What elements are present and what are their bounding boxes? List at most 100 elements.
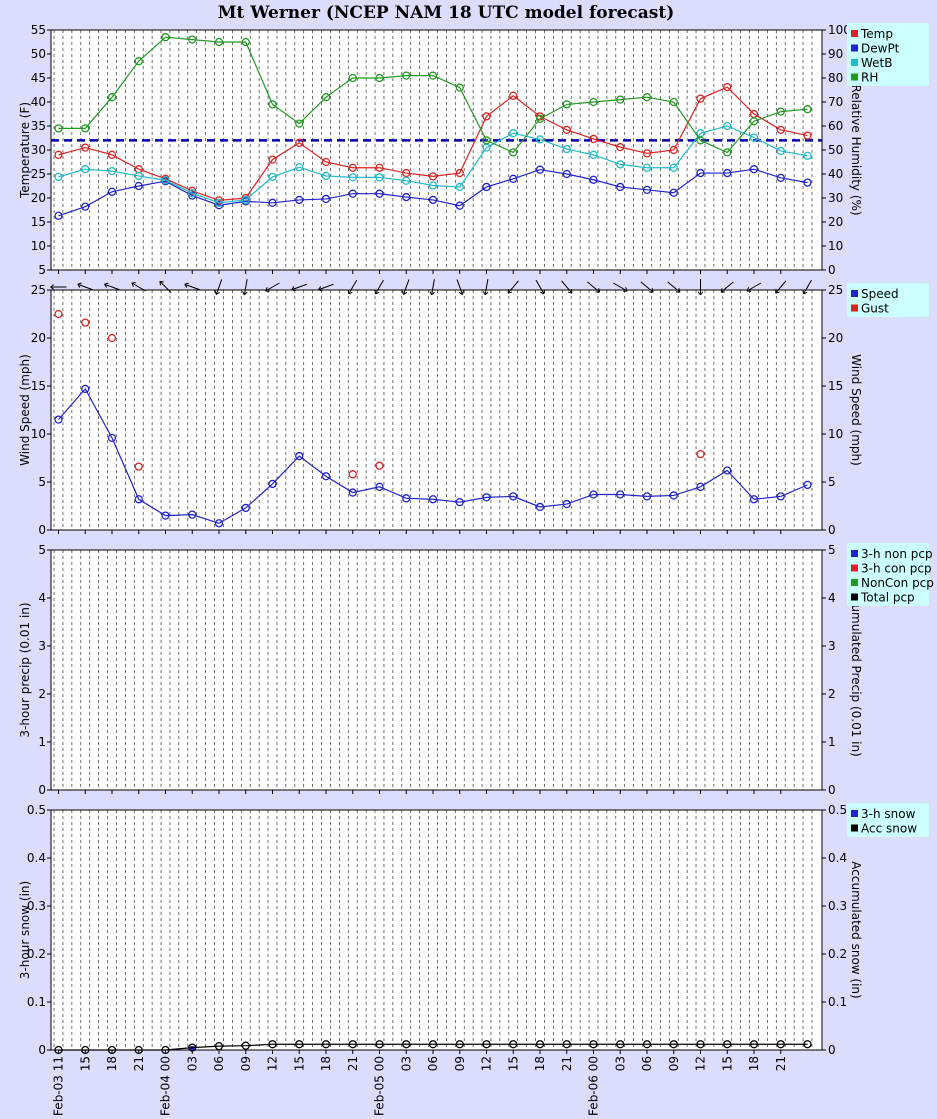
y-tick-label: 1 (38, 735, 46, 749)
legend-label: Temp (860, 27, 893, 41)
x-tick-label: 21 (560, 1056, 574, 1071)
wind-arrow-head (160, 281, 161, 285)
y-tick-label: 10 (31, 427, 46, 441)
y-tick-label-right: 0 (828, 1043, 836, 1057)
legend-label: 3-h non pcp (861, 547, 933, 561)
x-tick-label: 06 (640, 1056, 654, 1071)
y-tick-label-right: 0.5 (828, 803, 847, 817)
y-axis-label-right: Accumulated Precip (0.01 in) (849, 583, 863, 757)
wind-arrow (51, 285, 67, 290)
y-tick-label: 35 (31, 119, 46, 133)
y-tick-label-right: 3 (828, 639, 836, 653)
y-tick-label: 45 (31, 71, 46, 85)
x-tick-label: 15 (720, 1056, 734, 1071)
y-tick-label: 15 (31, 215, 46, 229)
y-tick-label-right: 0.2 (828, 947, 847, 961)
y-tick-label: 4 (38, 591, 46, 605)
y-tick-label-right: 1 (828, 735, 836, 749)
y-tick-label: 0.1 (27, 995, 46, 1009)
x-tick-label: 09 (453, 1056, 467, 1071)
x-tick-label: 18 (105, 1056, 119, 1071)
x-tick-label: Feb-06 00 (587, 1056, 601, 1115)
y-tick-label-right: 0 (828, 263, 836, 277)
x-tick-label: 03 (185, 1056, 199, 1071)
legend-label: RH (861, 71, 878, 85)
x-tick-label: 18 (747, 1056, 761, 1071)
y-axis-label-right: Accumulated snow (in) (849, 861, 863, 998)
y-tick-label: 3 (38, 639, 46, 653)
wind-arrow (78, 283, 93, 290)
y-tick-label-right: 60 (828, 119, 843, 133)
legend-label: DewPt (861, 42, 900, 56)
legend-swatch (851, 810, 858, 817)
y-tick-label: 0 (38, 1043, 46, 1057)
legend-label: 3-h con pcp (861, 562, 932, 576)
legend-label: Total pcp (860, 591, 915, 605)
y-tick-label-right: 0 (828, 523, 836, 537)
y-tick-label-right: 15 (828, 379, 843, 393)
panel-snow: 00.10.20.30.40.500.10.20.30.40.53-hour s… (18, 803, 929, 1057)
legend-swatch (851, 594, 858, 601)
y-tick-label: 25 (31, 283, 46, 297)
x-tick-label: 15 (78, 1056, 92, 1071)
y-tick-label: 0 (38, 783, 46, 797)
y-tick-label-right: 20 (828, 331, 843, 345)
wind-arrow-head (104, 283, 108, 284)
legend-swatch (851, 565, 858, 572)
x-tick-label: 21 (346, 1056, 360, 1071)
y-tick-label: 30 (31, 143, 46, 157)
x-tick-label: Feb-03 11 (52, 1056, 66, 1115)
y-tick-label-right: 0.4 (828, 851, 847, 865)
y-tick-label-right: 25 (828, 283, 843, 297)
y-tick-label: 20 (31, 331, 46, 345)
x-tick-label: 06 (212, 1056, 226, 1071)
y-axis-label: Temperature (F) (18, 102, 32, 199)
y-tick-label-right: 5 (828, 543, 836, 557)
y-tick-label: 40 (31, 95, 46, 109)
legend-swatch (851, 45, 858, 52)
legend-swatch (851, 59, 858, 66)
y-tick-label: 10 (31, 239, 46, 253)
chart-title: Mt Werner (NCEP NAM 18 UTC model forecas… (218, 3, 675, 23)
wind-arrow-head (185, 283, 189, 284)
legend-swatch (851, 579, 858, 586)
x-tick-label: 12 (694, 1056, 708, 1071)
x-tick-label: 06 (426, 1056, 440, 1071)
y-tick-label: 25 (31, 167, 46, 181)
x-tick-label: 09 (239, 1056, 253, 1071)
y-tick-label-right: 2 (828, 687, 836, 701)
legend-label: Speed (861, 287, 899, 301)
y-tick-label: 0.5 (27, 803, 46, 817)
x-tick-label: 12 (266, 1056, 280, 1071)
y-tick-label: 55 (31, 23, 46, 37)
legend-label: 3-h snow (861, 807, 916, 821)
y-tick-label-right: 30 (828, 191, 843, 205)
y-tick-label-right: 40 (828, 167, 843, 181)
y-tick-label-right: 10 (828, 239, 843, 253)
x-tick-label: 18 (319, 1056, 333, 1071)
plot-area (51, 290, 822, 530)
x-tick-label: 18 (533, 1056, 547, 1071)
wind-arrow (430, 279, 435, 295)
y-axis-label: 3-hour precip (0.01 in) (18, 602, 32, 737)
y-tick-label: 15 (31, 379, 46, 393)
x-tick-label: 15 (506, 1056, 520, 1071)
plot-area (51, 550, 822, 790)
y-axis-label: 3-hour snow (in) (18, 881, 32, 979)
x-tick-label: 12 (480, 1056, 494, 1071)
y-tick-label-right: 90 (828, 47, 843, 61)
x-tick-label: 21 (132, 1056, 146, 1071)
y-tick-label: 20 (31, 191, 46, 205)
y-tick-label: 50 (31, 47, 46, 61)
legend-swatch (851, 74, 858, 81)
x-tick-label: 15 (292, 1056, 306, 1071)
y-tick-label: 5 (38, 543, 46, 557)
legend-swatch (851, 825, 858, 832)
y-axis-label: Wind Speed (mph) (18, 354, 32, 466)
